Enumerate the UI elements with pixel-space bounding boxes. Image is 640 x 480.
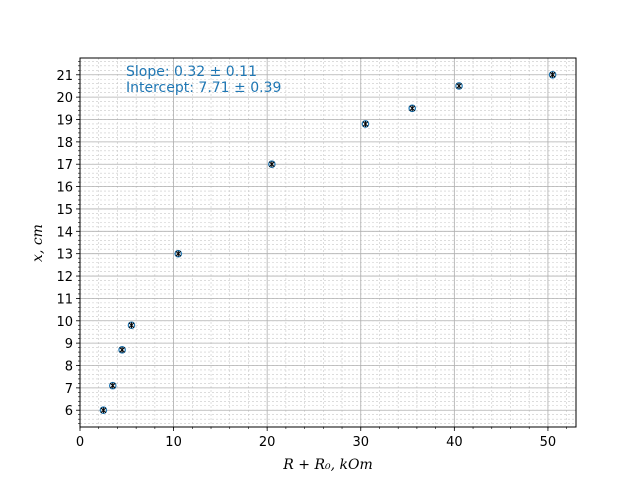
x-axis-label: R + R₀, kOm [282,457,372,473]
x-tick-label: 10 [165,435,182,450]
y-tick-label: 8 [65,360,73,375]
x-tick-label: 40 [446,435,463,450]
data-point-marker [174,249,183,258]
data-point [268,160,276,169]
slope-annotation: Slope: 0.32 ± 0.11 [126,64,257,80]
intercept-annotation: Intercept: 7.71 ± 0.39 [126,80,281,96]
data-point [127,321,136,330]
y-axis-ticks: 6 7 8 9 10 11 12 13 14 15 16 17 18 19 20 21 [56,61,80,424]
data-point-marker [548,70,557,79]
data-point-marker [268,160,276,169]
x-axis-ticks: 0 10 20 30 40 50 [76,427,567,450]
data-point-marker [408,104,417,113]
y-tick-label: 19 [56,114,73,129]
data-point [174,249,183,258]
y-tick-label: 12 [56,270,73,285]
data-point-marker [108,381,117,390]
data-point [99,406,108,415]
data-point [361,120,370,128]
y-tick-label: 9 [65,337,73,352]
data-point [548,70,557,79]
y-tick-label: 18 [56,136,73,151]
y-tick-label: 6 [65,404,73,419]
data-points [99,70,557,415]
data-point-marker [99,406,108,415]
y-tick-label: 17 [56,158,73,173]
major-grid [79,58,576,427]
data-point [455,82,463,90]
x-tick-label: 0 [76,435,84,450]
y-tick-label: 13 [56,248,73,263]
x-tick-label: 30 [352,435,369,450]
y-axis-label: x, cm [30,224,46,262]
plot-frame [79,57,577,428]
minor-grid [79,58,576,427]
x-tick-label: 50 [540,435,557,450]
y-tick-label: 20 [56,91,73,106]
x-tick-label: 20 [259,435,276,450]
y-tick-label: 11 [56,292,73,307]
data-point-marker [118,346,126,354]
y-tick-label: 21 [56,69,73,84]
data-point-marker [127,321,136,330]
data-point [108,381,117,390]
data-point-marker [455,82,463,90]
data-point-marker [361,120,370,128]
data-point [118,346,126,354]
y-tick-label: 15 [56,203,73,218]
y-tick-label: 7 [65,382,73,397]
y-tick-label: 14 [56,225,73,240]
data-point [408,104,417,113]
y-tick-label: 10 [56,315,73,330]
y-tick-label: 16 [56,181,73,196]
